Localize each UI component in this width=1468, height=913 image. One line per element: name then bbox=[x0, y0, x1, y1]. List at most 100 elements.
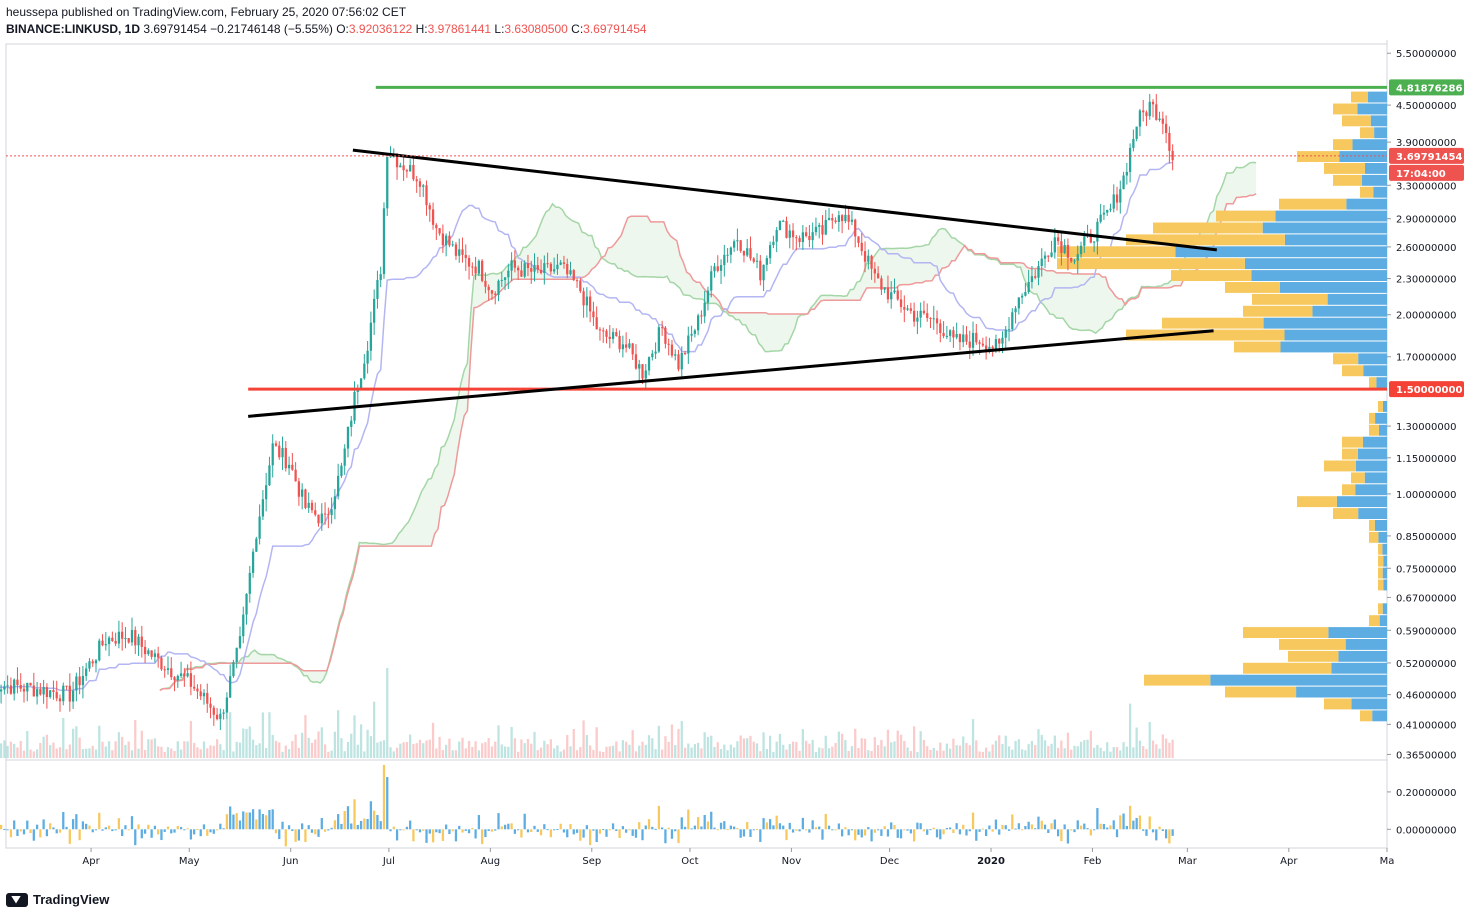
candle-body bbox=[1125, 171, 1128, 176]
volume-bar bbox=[726, 750, 729, 758]
oscillator-bar bbox=[147, 824, 150, 830]
candle-body bbox=[854, 219, 857, 237]
volume-bar bbox=[9, 741, 13, 758]
oscillator-bar bbox=[340, 823, 343, 830]
volume-bar bbox=[752, 741, 755, 758]
last-price: 3.69791454 bbox=[143, 22, 207, 36]
candle-body bbox=[1056, 237, 1060, 242]
volume-bar bbox=[287, 749, 291, 758]
oscillator-bar bbox=[890, 822, 893, 830]
candle-body bbox=[1109, 208, 1112, 210]
tradingview-brand[interactable]: TradingView bbox=[6, 892, 109, 907]
oscillator-bar bbox=[196, 829, 199, 831]
candle-body bbox=[1122, 175, 1125, 190]
oscillator-bar bbox=[219, 823, 222, 830]
oscillator-bar bbox=[307, 825, 310, 830]
candle-body bbox=[1145, 112, 1148, 117]
volume-bar bbox=[258, 743, 261, 758]
candle-body bbox=[713, 266, 716, 272]
profile-bar-up bbox=[1368, 91, 1387, 103]
oscillator-bar bbox=[94, 829, 98, 831]
oscillator-bar bbox=[330, 827, 333, 830]
oscillator-bar bbox=[657, 805, 661, 830]
oscillator-bar bbox=[1076, 820, 1079, 830]
oscillator-bar bbox=[467, 829, 471, 834]
profile-bar-up bbox=[1358, 508, 1387, 519]
volume-bar bbox=[186, 741, 189, 758]
oscillator-bar bbox=[454, 829, 458, 842]
oscillator-bar bbox=[611, 823, 615, 830]
candle-body bbox=[107, 637, 111, 645]
candle-body bbox=[536, 265, 539, 270]
oscillator-bar bbox=[765, 822, 768, 830]
profile-bar-down bbox=[1279, 639, 1346, 650]
volume-bar bbox=[687, 743, 690, 758]
oscillator-bar bbox=[1024, 826, 1027, 830]
volume-bar bbox=[445, 744, 448, 758]
profile-bar-up bbox=[1355, 484, 1387, 496]
candle-body bbox=[896, 290, 899, 300]
price-tick-label: 5.50000000 bbox=[1396, 49, 1456, 60]
oscillator-bar bbox=[791, 829, 795, 833]
candle-body bbox=[405, 170, 409, 172]
price-tick-label: 3.30000000 bbox=[1396, 181, 1456, 192]
volume-bar bbox=[392, 751, 395, 758]
candle-body bbox=[327, 514, 330, 516]
candle-body bbox=[1158, 118, 1161, 120]
resistance-price-label-bg bbox=[1389, 79, 1464, 96]
candle-body bbox=[749, 248, 752, 259]
volume-bar bbox=[193, 742, 196, 758]
candle-body bbox=[507, 270, 510, 278]
candle-body bbox=[739, 240, 742, 251]
oscillator-bar bbox=[114, 829, 117, 831]
oscillator-bar bbox=[562, 829, 566, 833]
volume-bar bbox=[503, 746, 507, 758]
profile-bar-up bbox=[1361, 174, 1387, 186]
volume-bar bbox=[553, 748, 556, 758]
oscillator-bar bbox=[968, 829, 971, 832]
oscillator-bar bbox=[327, 829, 330, 831]
volume-bar bbox=[994, 740, 998, 758]
volume-bar bbox=[625, 741, 628, 758]
profile-bar-down bbox=[1378, 603, 1383, 615]
profile-bar-down bbox=[1369, 424, 1379, 436]
close-value: 3.69791454 bbox=[583, 22, 647, 36]
candle-body bbox=[572, 270, 575, 281]
candle-body bbox=[461, 249, 464, 255]
oscillator-bar bbox=[304, 829, 307, 843]
candle-body bbox=[304, 489, 307, 508]
symbol-name[interactable]: BINANCE:LINKUSD, 1D bbox=[6, 22, 141, 36]
candle-body bbox=[232, 662, 235, 677]
baseline-line bbox=[0, 162, 1173, 692]
volume-bar bbox=[88, 748, 91, 758]
candle-body bbox=[955, 334, 958, 338]
profile-bar-up bbox=[1338, 650, 1387, 662]
volume-bar bbox=[1089, 730, 1092, 758]
volume-bar bbox=[762, 732, 765, 758]
volume-bar bbox=[1158, 748, 1161, 758]
candle-body bbox=[121, 631, 124, 639]
oscillator-bar bbox=[255, 819, 258, 830]
oscillator-bar bbox=[821, 829, 824, 840]
candle-body bbox=[546, 263, 549, 265]
oscillator-bar bbox=[605, 829, 608, 837]
oscillator-bar bbox=[634, 829, 638, 838]
volume-bar bbox=[765, 748, 768, 758]
candle-body bbox=[0, 689, 3, 692]
oscillator-bar bbox=[3, 828, 6, 830]
volume-bar bbox=[834, 743, 837, 758]
profile-bar-up bbox=[1382, 401, 1387, 412]
candle-body bbox=[723, 254, 726, 266]
volume-bar bbox=[35, 749, 39, 758]
candle-body bbox=[235, 647, 238, 663]
oscillator-bar bbox=[6, 829, 9, 831]
candle-body bbox=[215, 714, 219, 720]
volume-bar bbox=[975, 740, 978, 758]
oscillator-bar bbox=[978, 829, 981, 832]
candle-body bbox=[994, 339, 998, 349]
volume-bar bbox=[52, 742, 55, 758]
candle-body bbox=[435, 224, 438, 229]
candle-body bbox=[556, 264, 559, 270]
oscillator-bar bbox=[481, 829, 484, 845]
